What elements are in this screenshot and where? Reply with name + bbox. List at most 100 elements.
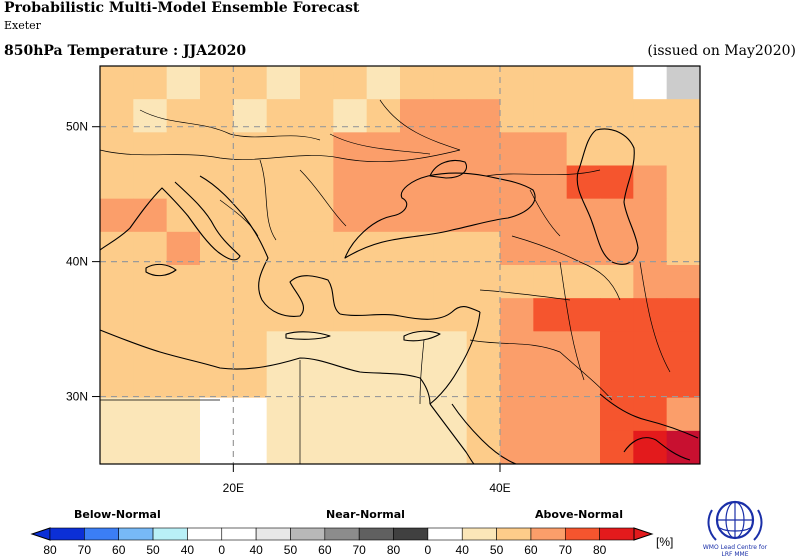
- probability-cell: [666, 364, 701, 399]
- probability-cell: [400, 165, 434, 200]
- probability-cell: [266, 231, 301, 266]
- probability-cell: [666, 298, 701, 332]
- legend-tick-label: 50: [146, 543, 160, 557]
- probability-cell: [466, 364, 501, 399]
- probability-cell: [566, 397, 601, 432]
- probability-cell: [233, 231, 268, 266]
- legend-swatch: [152, 527, 188, 541]
- probability-cell: [433, 99, 468, 133]
- italy-coast: [99, 181, 241, 261]
- probability-cell: [666, 265, 701, 299]
- legend-swatch: [427, 527, 463, 541]
- country-borders: [99, 99, 671, 464]
- legend-swatch: [393, 527, 429, 541]
- lat-tick-label: 30N: [66, 390, 88, 404]
- probability-cell: [500, 430, 534, 465]
- black-sea-coast: [344, 172, 536, 259]
- probability-cell: [333, 99, 368, 133]
- probability-cell: [566, 364, 601, 399]
- arabia-gulf-coast: [623, 437, 691, 461]
- probability-cell: [166, 99, 201, 133]
- probability-cell: [100, 265, 134, 299]
- probability-cell: [133, 331, 168, 365]
- probability-cell: [233, 132, 268, 166]
- probability-cell: [566, 231, 601, 266]
- probability-cell: [100, 298, 134, 332]
- legend-tick-label: 70: [352, 543, 366, 557]
- probability-cell: [400, 397, 434, 432]
- legend-tick-label: 0: [218, 543, 225, 557]
- probability-cell: [166, 331, 201, 365]
- probability-cell: [600, 430, 634, 465]
- probability-cell: [666, 231, 701, 266]
- probability-cell: [466, 99, 501, 133]
- levant-coast: [429, 311, 481, 405]
- probability-cell: [233, 430, 268, 465]
- probability-cell: [533, 265, 568, 299]
- legend-tick-label: 40: [456, 543, 470, 557]
- probability-cell: [133, 231, 168, 266]
- probability-cell: [633, 132, 668, 166]
- probability-cell: [500, 165, 534, 200]
- wmo-logo-line1: WMO Lead Centre for: [702, 544, 768, 551]
- probability-cell: [166, 231, 201, 266]
- probability-cell: [600, 231, 634, 266]
- probability-cell: [300, 99, 334, 133]
- probability-cell: [266, 331, 301, 365]
- probability-cell: [600, 331, 634, 365]
- probability-cell: [400, 298, 434, 332]
- probability-cell: [633, 198, 668, 233]
- probability-cell: [166, 397, 201, 432]
- probability-cell: [466, 430, 501, 465]
- probability-cell: [533, 165, 568, 200]
- probability-cell: [133, 364, 168, 399]
- probability-cell: [300, 198, 334, 233]
- probability-cell: [100, 364, 134, 399]
- probability-cell: [266, 132, 301, 166]
- probability-cell: [300, 165, 334, 200]
- probability-cell: [633, 99, 668, 133]
- probability-cell: [366, 331, 401, 365]
- probability-cell: [133, 430, 168, 465]
- probability-cell: [666, 66, 701, 100]
- probability-cell: [166, 430, 201, 465]
- legend-category-above-normal: Above-Normal: [535, 508, 623, 521]
- probability-cell: [100, 198, 134, 233]
- sicily: [145, 263, 177, 277]
- probability-cell: [433, 66, 468, 100]
- probability-cell: [333, 165, 368, 200]
- legend-swatch: [599, 527, 635, 541]
- probability-cell: [500, 231, 534, 266]
- probability-cell: [300, 298, 334, 332]
- probability-cell: [133, 165, 168, 200]
- probability-cell: [566, 298, 601, 332]
- probability-cell: [166, 198, 201, 233]
- probability-cell: [500, 397, 534, 432]
- probability-cell: [133, 99, 168, 133]
- probability-cell: [500, 132, 534, 166]
- probability-cell: [100, 397, 134, 432]
- probability-cell: [666, 165, 701, 200]
- probability-cell: [466, 331, 501, 365]
- coastlines: [99, 128, 699, 465]
- axis-tick-labels: 20E 40E 30N 40N 50N: [66, 120, 511, 495]
- probability-cell: [266, 99, 301, 133]
- probability-cell: [500, 265, 534, 299]
- probability-cell: [200, 231, 234, 266]
- variable-title: 850hPa Temperature : JJA2020: [4, 43, 247, 59]
- probability-cell: [200, 99, 234, 133]
- probability-cell: [333, 397, 368, 432]
- probability-cell: [400, 265, 434, 299]
- probability-cell: [433, 397, 468, 432]
- legend-tick-label: 0: [425, 543, 432, 557]
- probability-cell: [633, 231, 668, 266]
- legend-swatch: [496, 527, 532, 541]
- probability-cell: [566, 165, 601, 200]
- legend-swatch: [187, 527, 223, 541]
- probability-cell: [100, 430, 134, 465]
- persian-gulf-coast: [599, 393, 699, 439]
- probability-cell: [300, 397, 334, 432]
- probability-cell: [633, 364, 668, 399]
- probability-cell: [600, 298, 634, 332]
- probability-cell: [566, 99, 601, 133]
